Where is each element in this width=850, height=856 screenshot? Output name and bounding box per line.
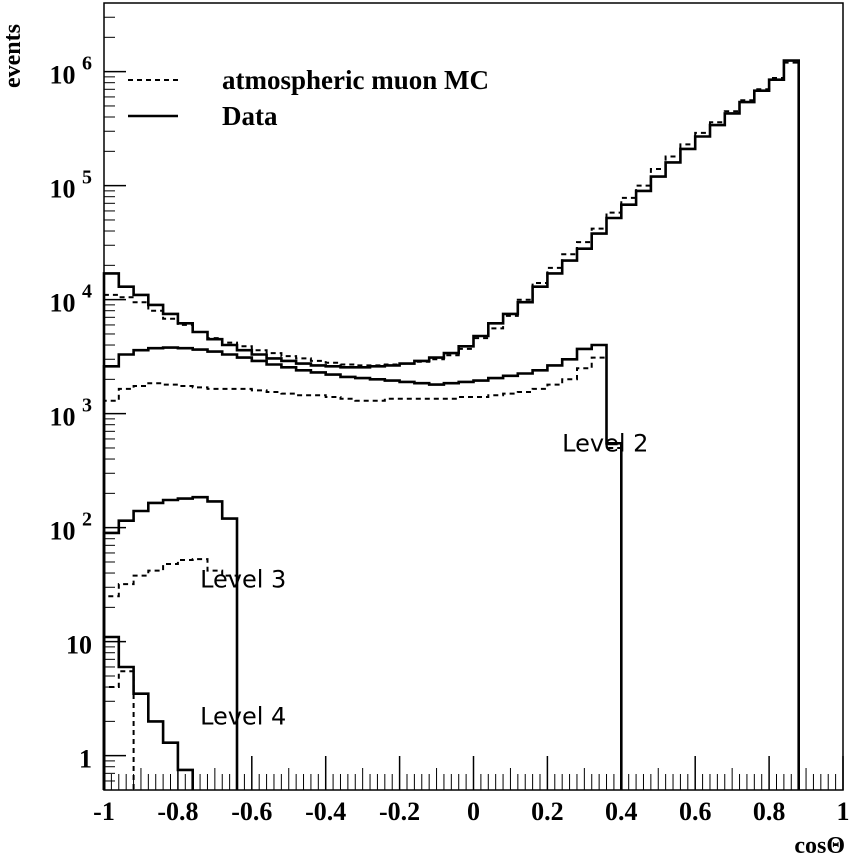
y-tick-exponent: 5 [82,167,92,189]
y-tick-label: 10 2 [50,509,93,546]
y-tick-exponent: 6 [82,53,92,75]
y-tick-exponent: 2 [82,509,92,531]
x-tick-label: 0.4 [605,797,638,826]
level-label: Level 2 [562,429,648,457]
series-dashed-level-1 [103,61,800,790]
x-tick-label: -0.4 [305,797,346,826]
series-solid-level-3 [102,495,239,790]
series-dashed-level-3 [103,558,238,790]
series-solid-level-1 [102,59,800,790]
series-layer [102,59,800,790]
y-tick-label: 10 4 [50,281,93,318]
legend: atmospheric muon MC Data [128,65,489,131]
y-tick-label: 10 3 [50,395,93,432]
y-tick-base: 10 [50,61,83,90]
x-axis-label: cosΘ [794,833,845,856]
y-tick-label: 10 5 [50,167,93,204]
level-label: Level 3 [200,566,286,594]
x-tick-label: 0.8 [753,797,786,826]
y-tick-base: 10 [50,289,83,318]
y-tick-exponent: 3 [82,395,92,417]
y-tick-exponent: 4 [82,281,92,303]
x-tick-label: -0.2 [379,797,420,826]
y-tick-label: 1 [79,745,92,774]
plot-frame [103,2,844,791]
y-tick-base: 10 [50,403,83,432]
series-solid-level-2 [102,343,623,790]
level-labels: Level 2 Level 3 Level 4 [200,429,648,730]
y-tick-base: 10 [50,175,83,204]
y-tick-label: 10 [66,631,92,660]
legend-label: atmospheric muon MC [222,65,489,95]
x-tick-label: 0.2 [531,797,564,826]
x-tick-label: 0.6 [679,797,712,826]
legend-label: Data [222,101,278,131]
y-tick-base: 10 [50,517,83,546]
x-tick-label: -0.6 [231,797,272,826]
y-tick-label: 10 6 [50,53,93,90]
x-tick-label: -1 [93,797,115,826]
series-dashed-level-4 [103,670,135,790]
x-tick-label: 0 [467,797,480,826]
series-dashed-level-2 [103,356,623,790]
x-tick-label: 1 [837,797,850,826]
x-tick-label: -0.8 [157,797,198,826]
level-label: Level 4 [200,703,286,731]
y-axis-label: events [0,24,26,88]
series-solid-level-4 [102,635,194,790]
